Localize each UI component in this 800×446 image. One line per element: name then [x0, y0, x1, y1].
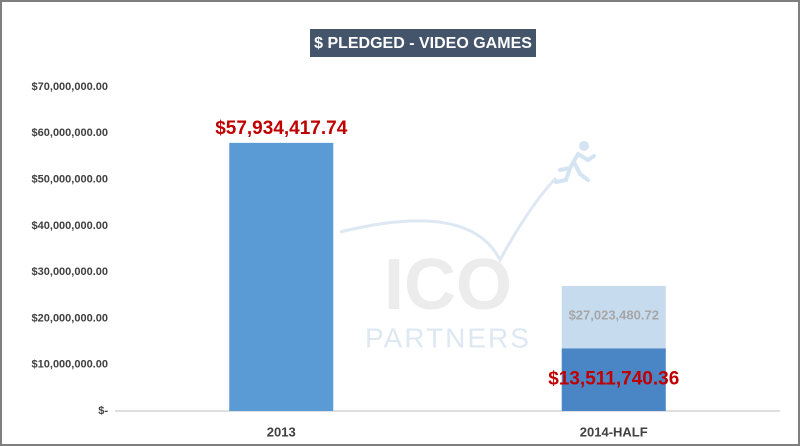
- y-tick-label: $70,000,000.00: [32, 81, 108, 93]
- watermark-subtitle: PARTNERS: [365, 322, 531, 353]
- bar: [229, 142, 334, 411]
- watermark: ICO PARTNERS: [339, 141, 596, 353]
- y-tick-label: $50,000,000.00: [32, 173, 108, 185]
- y-tick-label: $40,000,000.00: [32, 220, 108, 232]
- y-tick-label: $-: [98, 405, 108, 417]
- y-tick-label: $10,000,000.00: [32, 359, 108, 371]
- title-box: [310, 29, 536, 57]
- y-tick-label: $20,000,000.00: [32, 312, 108, 324]
- value-label: $27,023,480.72: [569, 307, 659, 322]
- chart-title: $ PLEDGED - VIDEO GAMES: [314, 35, 532, 52]
- bar: [561, 348, 666, 411]
- x-tick-label: 2014-HALF: [580, 424, 648, 439]
- value-label: $57,934,417.74: [215, 118, 348, 139]
- runner-icon: [554, 141, 596, 184]
- y-tick-label: $60,000,000.00: [32, 127, 108, 139]
- y-tick-label: $30,000,000.00: [32, 266, 108, 278]
- watermark-arc: [339, 176, 558, 264]
- watermark-title: ICO: [384, 245, 512, 325]
- x-tick-label: 2013: [267, 424, 296, 439]
- value-label: $13,511,740.36: [548, 369, 679, 390]
